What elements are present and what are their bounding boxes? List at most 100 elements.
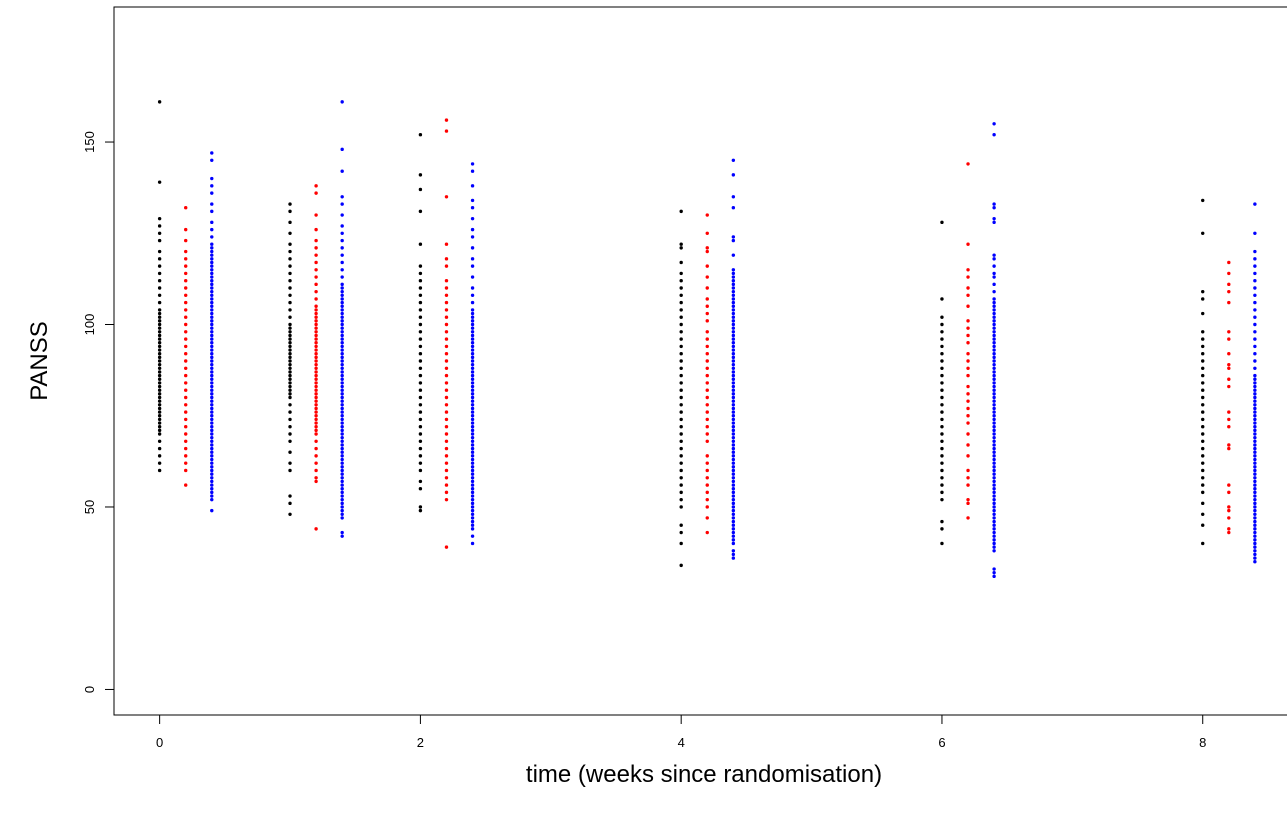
data-point <box>184 315 188 319</box>
data-point <box>1201 359 1205 363</box>
data-point <box>966 352 970 356</box>
data-point <box>1201 410 1205 414</box>
data-point <box>444 337 449 341</box>
data-point <box>992 472 996 476</box>
data-point <box>210 289 214 294</box>
data-point <box>470 505 475 509</box>
data-point <box>210 344 214 349</box>
data-point <box>184 337 188 341</box>
data-point <box>210 355 214 360</box>
data-point <box>288 392 292 396</box>
data-point <box>1253 202 1257 206</box>
data-point <box>157 286 162 290</box>
data-point <box>210 494 214 498</box>
data-point <box>992 435 996 440</box>
data-point <box>966 483 970 487</box>
data-point <box>418 508 423 513</box>
data-point <box>314 191 318 195</box>
data-point <box>731 322 736 327</box>
data-point <box>731 158 736 162</box>
data-point <box>210 315 214 319</box>
data-point <box>679 530 683 535</box>
data-point <box>1253 279 1257 283</box>
data-point <box>210 300 214 305</box>
data-point <box>1253 249 1257 254</box>
data-point <box>1253 264 1257 268</box>
data-point <box>731 206 736 210</box>
data-point <box>314 246 318 250</box>
data-point <box>340 501 344 506</box>
data-point <box>314 268 318 272</box>
data-point <box>470 516 475 520</box>
data-point <box>705 497 709 502</box>
data-point <box>340 337 344 341</box>
data-point <box>444 483 449 487</box>
data-point <box>288 373 292 378</box>
data-point <box>340 446 344 451</box>
data-point <box>444 446 449 451</box>
data-point <box>210 202 214 206</box>
data-point <box>731 541 736 546</box>
data-point <box>470 457 475 462</box>
data-point <box>992 541 996 546</box>
data-point <box>731 341 736 345</box>
data-point <box>705 530 709 535</box>
data-point <box>288 395 292 400</box>
data-point <box>731 508 736 513</box>
data-point <box>340 359 344 363</box>
data-point <box>340 377 344 381</box>
data-point <box>470 519 475 524</box>
data-point <box>992 271 996 276</box>
data-point <box>210 286 214 290</box>
data-point <box>184 206 188 210</box>
data-point <box>470 450 475 454</box>
data-point <box>679 461 683 465</box>
data-point <box>470 293 475 298</box>
data-point <box>210 424 214 429</box>
data-point <box>288 220 292 225</box>
data-point <box>731 297 736 301</box>
data-point <box>340 399 344 403</box>
data-point <box>705 439 709 443</box>
data-point <box>157 373 162 378</box>
data-point <box>157 352 162 356</box>
data-point <box>418 461 423 465</box>
data-point <box>1253 417 1257 422</box>
data-point <box>418 209 423 214</box>
data-point <box>940 446 944 451</box>
data-point <box>210 341 214 345</box>
data-point <box>1227 282 1231 287</box>
data-point <box>731 370 736 374</box>
data-point <box>157 410 162 414</box>
data-point <box>992 289 996 294</box>
data-point <box>470 527 475 531</box>
data-point <box>314 476 318 480</box>
data-point <box>679 279 683 283</box>
data-point <box>157 377 162 381</box>
data-point <box>288 366 292 370</box>
data-point <box>470 421 475 425</box>
data-point <box>966 304 970 308</box>
data-point <box>1227 527 1231 531</box>
data-point <box>705 249 709 254</box>
data-point <box>340 388 344 392</box>
data-point <box>157 403 162 407</box>
data-point <box>314 311 318 316</box>
data-point <box>288 377 292 381</box>
data-point <box>966 333 970 338</box>
data-point <box>184 227 188 232</box>
data-point <box>679 330 683 334</box>
data-point <box>1253 315 1257 319</box>
data-point <box>1253 552 1257 557</box>
data-point <box>731 490 736 495</box>
data-point <box>288 432 292 436</box>
data-point <box>418 432 423 436</box>
data-point <box>418 366 423 370</box>
data-point <box>966 373 970 378</box>
data-point <box>157 257 162 261</box>
data-point <box>184 468 188 473</box>
y-tick-label: 100 <box>82 314 97 336</box>
data-point <box>992 516 996 520</box>
data-point <box>288 257 292 261</box>
data-point <box>470 227 475 232</box>
